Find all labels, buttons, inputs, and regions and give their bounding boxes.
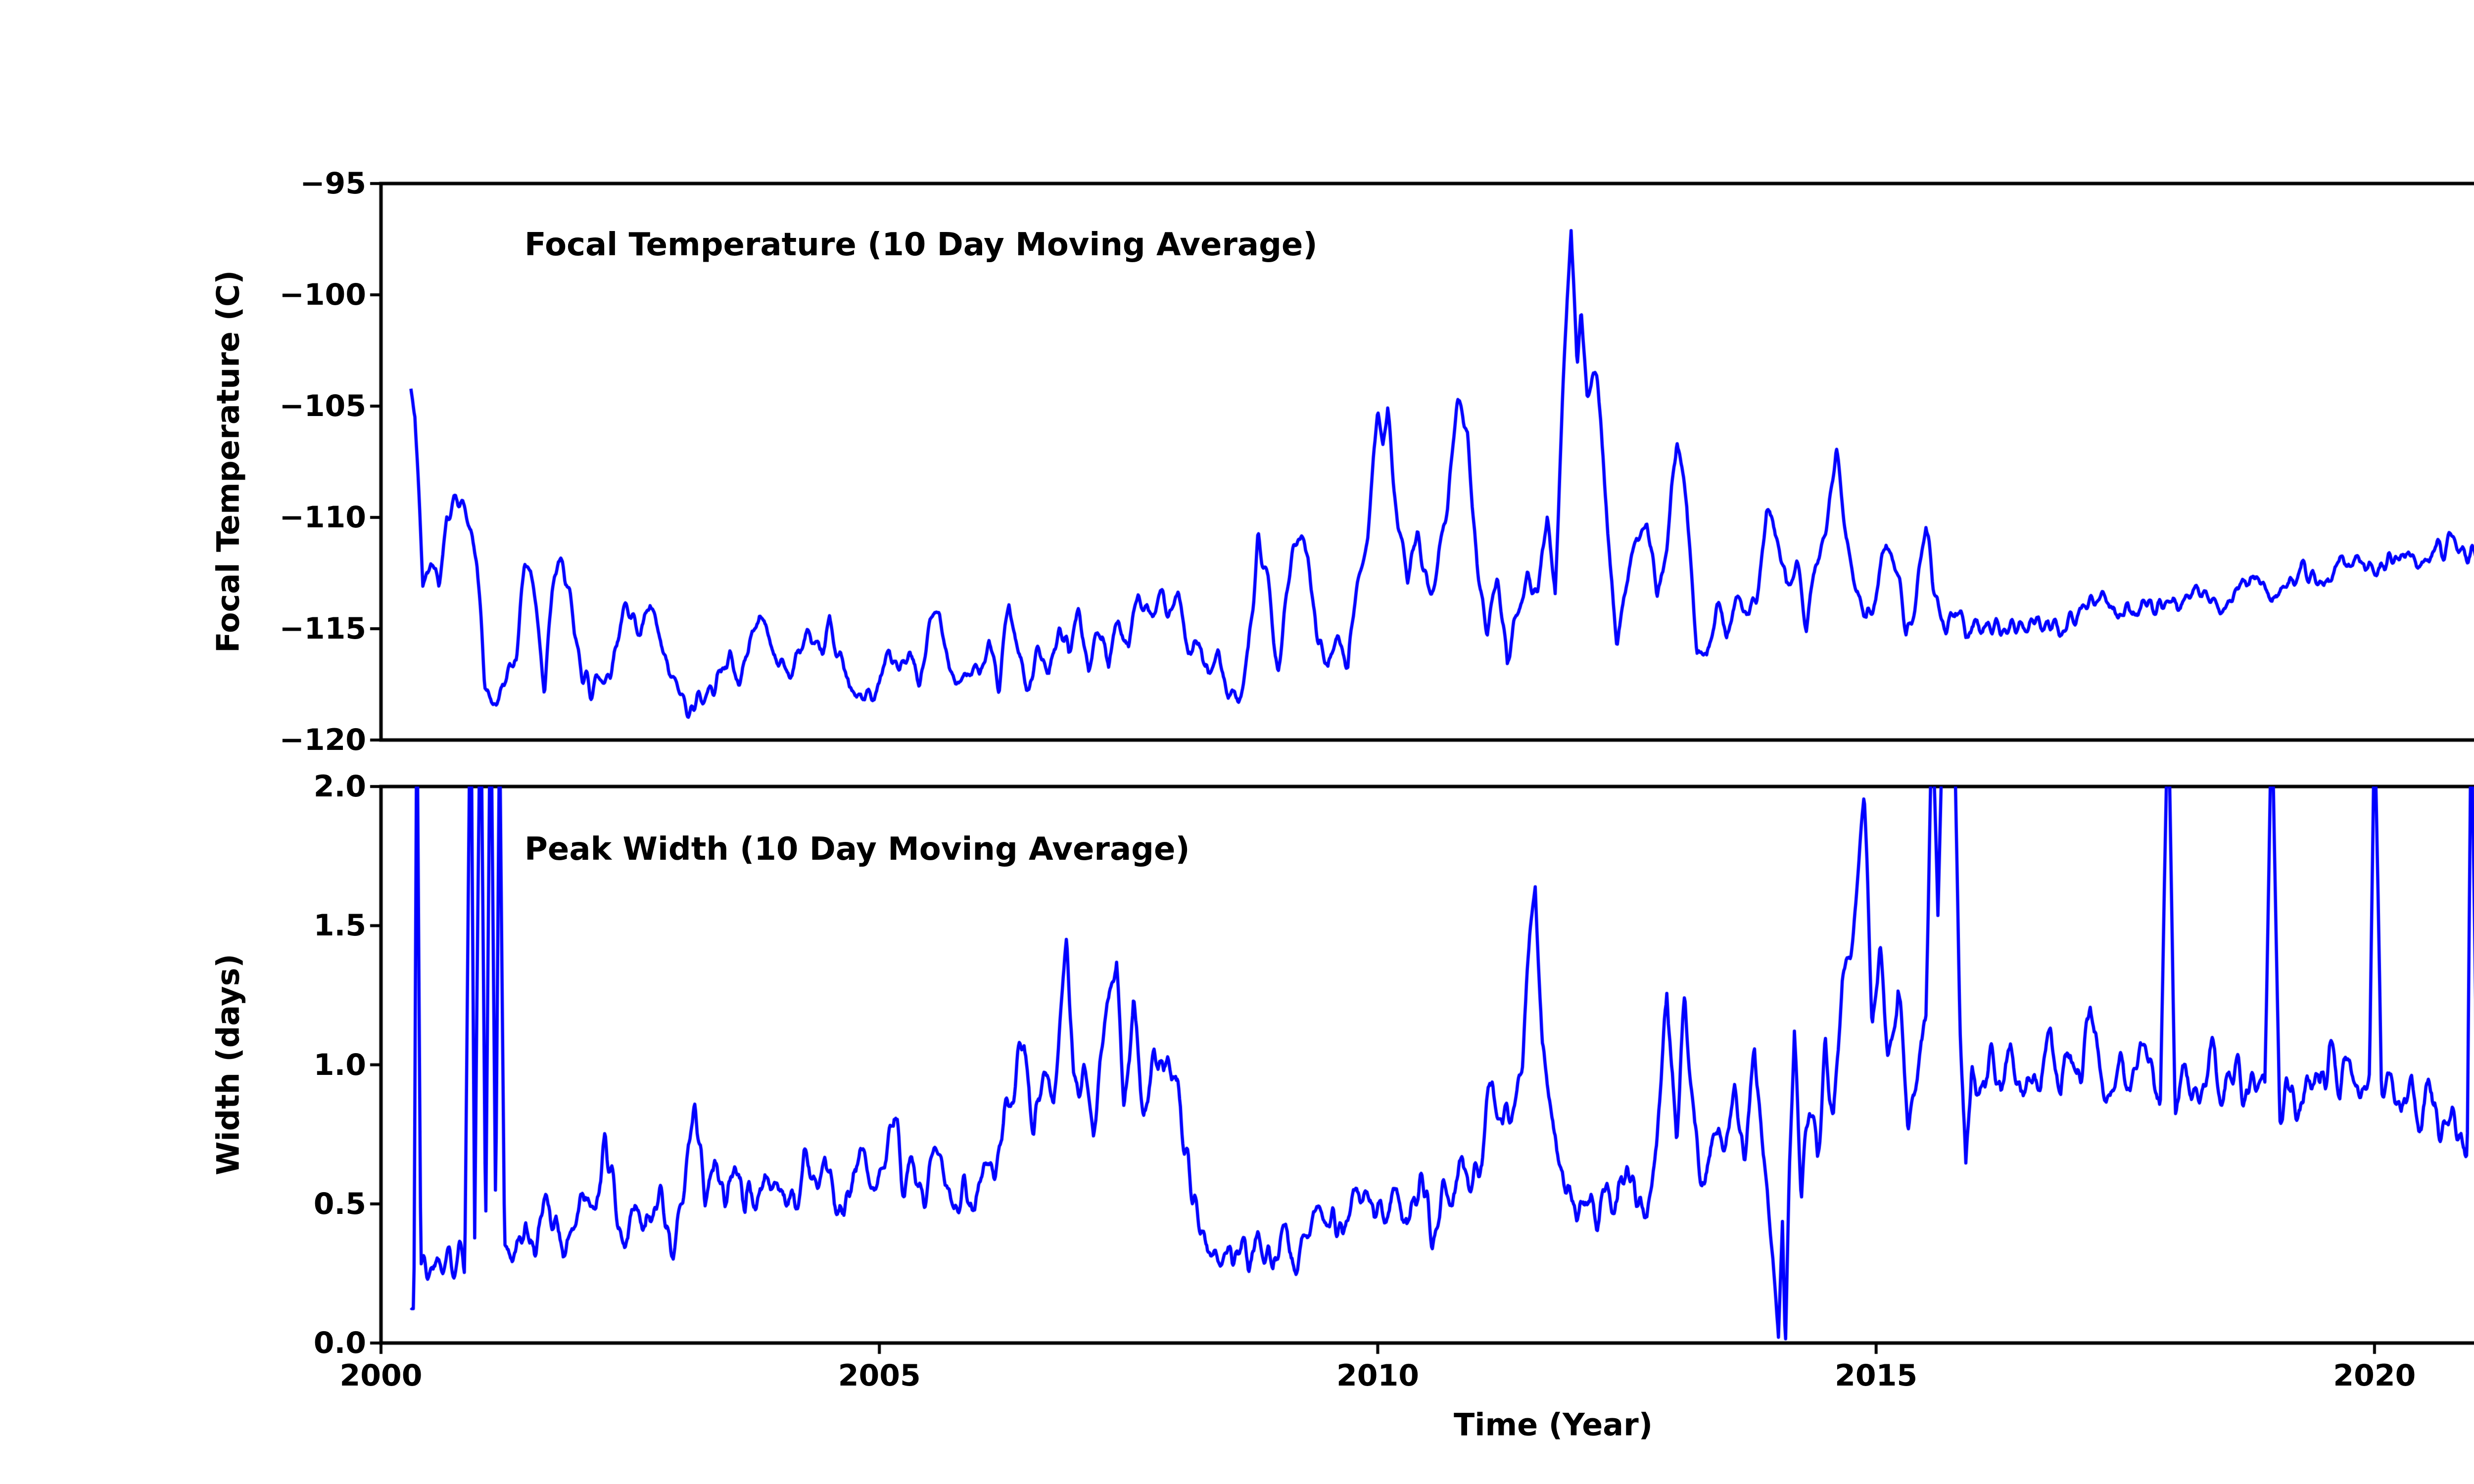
y-tick-label: −110 [279, 500, 366, 535]
x-tick-label: 2010 [1336, 1358, 1419, 1393]
y-tick-label: −100 [279, 278, 366, 312]
y-tick-label: 1.5 [313, 908, 366, 943]
y-tick-label: 0.0 [313, 1326, 366, 1360]
x-tick-label: 2015 [1835, 1358, 1918, 1393]
y-tick-label: −120 [279, 723, 366, 757]
temperature-plot-title: Focal Temperature (10 Day Moving Average… [524, 227, 1318, 263]
x-tick-label: 2005 [838, 1358, 921, 1393]
y-tick-label: 0.5 [313, 1186, 366, 1221]
temperature-plot [381, 184, 2474, 740]
width-plot [381, 787, 2474, 1343]
y-tick-label: −105 [279, 389, 366, 423]
x-tick-label: 2000 [339, 1358, 423, 1393]
y-tick-label: −95 [300, 166, 366, 201]
width-plot-title: Peak Width (10 Day Moving Average) [524, 831, 1190, 868]
y-tick-label: −115 [279, 611, 366, 646]
x-axis-label: Time (Year) [1453, 1406, 1653, 1443]
temperature-y-axis-label: Focal Temperature (C) [210, 270, 246, 653]
y-tick-label: 1.0 [313, 1047, 366, 1082]
x-tick-label: 2020 [2333, 1358, 2416, 1393]
y-tick-label: 2.0 [313, 769, 366, 804]
